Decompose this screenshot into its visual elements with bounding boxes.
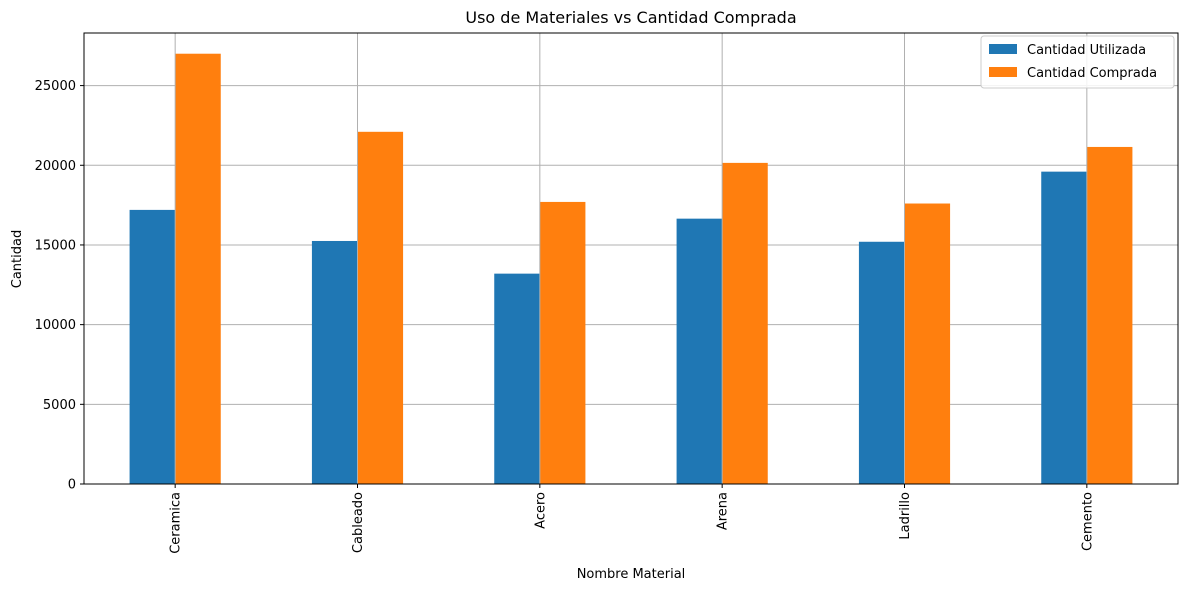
y-tick-label-0: 0	[68, 478, 76, 493]
bar-cantidad-utilizada-acero	[494, 273, 540, 484]
bar-cantidad-comprada-arena	[722, 162, 768, 484]
bar-cantidad-utilizada-cableado	[311, 240, 358, 484]
legend-swatch-cantidad-utilizada	[989, 44, 1017, 54]
bar-cantidad-utilizada-cemento	[1041, 171, 1087, 484]
bar-cantidad-comprada-acero	[539, 201, 586, 485]
y-axis-label: Cantidad	[10, 230, 25, 288]
legend-label-cantidad-utilizada: Cantidad Utilizada	[1027, 43, 1146, 58]
legend-box	[980, 35, 1175, 89]
y-tick-label-5000: 5000	[43, 398, 76, 413]
bar-cantidad-comprada-cemento	[1086, 146, 1133, 484]
x-tick-label-acero: Acero	[533, 492, 548, 529]
bar-cantidad-comprada-ceramica	[175, 53, 221, 484]
plot-frame	[83, 32, 1179, 485]
x-tick-label-ladrillo: Ladrillo	[898, 492, 913, 540]
bar-cantidad-utilizada-ceramica	[129, 209, 176, 485]
y-axis-ticks: 0 5000 10000 15000 20000 25000	[35, 79, 84, 493]
y-tick-label-10000: 10000	[35, 318, 76, 333]
legend: Cantidad Utilizada Cantidad Comprada	[980, 35, 1175, 89]
x-axis-label: Nombre Material	[577, 567, 686, 582]
y-tick-label-15000: 15000	[35, 238, 76, 253]
x-axis-ticks: Ceramica Cableado Acero Arena Ladrillo Cement…	[169, 484, 1095, 554]
bar-cantidad-comprada-ladrillo	[904, 203, 951, 484]
bar-cantidad-comprada-cableado	[357, 131, 404, 484]
legend-label-cantidad-comprada: Cantidad Comprada	[1027, 66, 1157, 81]
x-tick-label-cableado: Cableado	[351, 492, 366, 553]
grid-overlay	[174, 33, 1088, 484]
bar-cantidad-utilizada-ladrillo	[858, 241, 905, 484]
legend-swatch-cantidad-comprada	[989, 67, 1017, 77]
chart-title: Uso de Materiales vs Cantidad Comprada	[465, 8, 796, 27]
x-tick-label-cemento: Cemento	[1080, 492, 1095, 551]
x-tick-label-arena: Arena	[716, 492, 731, 530]
bars	[129, 53, 1133, 485]
bar-cantidad-utilizada-arena	[676, 218, 723, 485]
x-tick-label-ceramica: Ceramica	[169, 492, 184, 554]
y-tick-label-20000: 20000	[35, 159, 76, 174]
y-tick-label-25000: 25000	[35, 79, 76, 94]
